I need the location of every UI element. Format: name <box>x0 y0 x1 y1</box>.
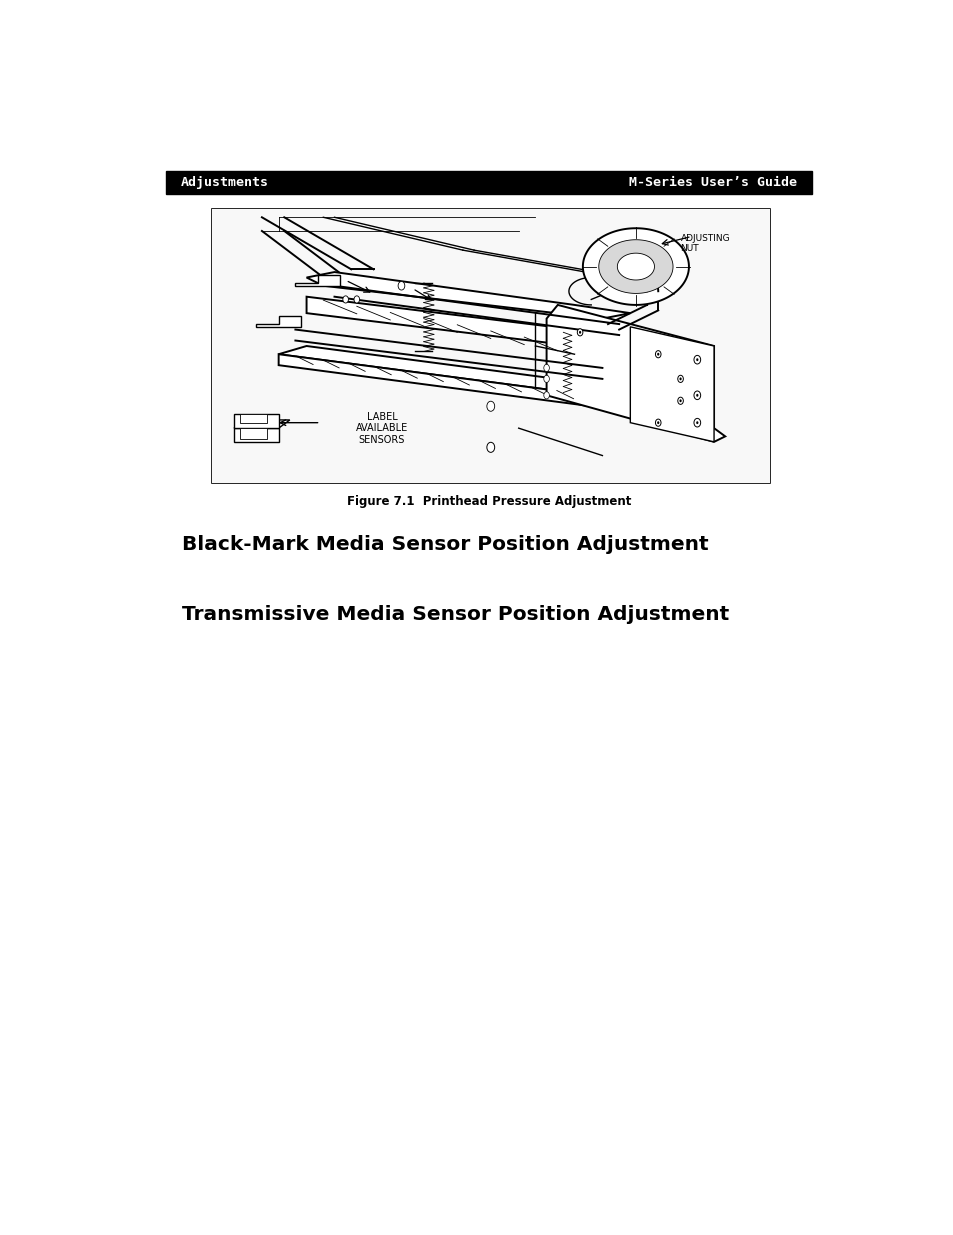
Text: Black-Mark Media Sensor Position Adjustment: Black-Mark Media Sensor Position Adjustm… <box>182 535 708 555</box>
Bar <box>166 170 811 194</box>
Polygon shape <box>617 253 654 280</box>
Circle shape <box>397 282 404 290</box>
Circle shape <box>486 401 495 411</box>
Circle shape <box>693 356 700 364</box>
Circle shape <box>696 394 698 396</box>
Polygon shape <box>278 354 591 406</box>
Circle shape <box>354 296 359 303</box>
Polygon shape <box>239 415 267 422</box>
Text: Transmissive Media Sensor Position Adjustment: Transmissive Media Sensor Position Adjus… <box>182 605 729 624</box>
Text: Figure 7.1  Printhead Pressure Adjustment: Figure 7.1 Printhead Pressure Adjustment <box>346 495 631 509</box>
Circle shape <box>696 358 698 361</box>
Bar <box>212 209 769 483</box>
Polygon shape <box>239 429 267 440</box>
Circle shape <box>486 442 495 452</box>
Text: ADJUSTING
NUT: ADJUSTING NUT <box>679 233 729 253</box>
Polygon shape <box>233 420 290 429</box>
Circle shape <box>543 375 549 383</box>
Polygon shape <box>306 296 574 346</box>
Text: M-Series User’s Guide: M-Series User’s Guide <box>629 175 797 189</box>
Polygon shape <box>278 346 618 395</box>
Polygon shape <box>256 316 300 327</box>
Circle shape <box>677 375 682 383</box>
Polygon shape <box>582 228 688 305</box>
Circle shape <box>655 351 660 358</box>
Polygon shape <box>630 327 713 442</box>
Text: Adjustments: Adjustments <box>180 175 269 189</box>
Circle shape <box>578 331 580 333</box>
Circle shape <box>543 364 549 372</box>
Circle shape <box>577 329 582 336</box>
Circle shape <box>677 398 682 404</box>
Polygon shape <box>233 429 278 442</box>
Circle shape <box>543 391 549 399</box>
Polygon shape <box>598 240 672 294</box>
Polygon shape <box>233 415 278 429</box>
Polygon shape <box>295 275 339 285</box>
Circle shape <box>693 391 700 400</box>
Circle shape <box>655 419 660 426</box>
Circle shape <box>696 421 698 424</box>
Polygon shape <box>546 305 724 442</box>
Circle shape <box>693 419 700 427</box>
Circle shape <box>679 399 681 403</box>
Circle shape <box>679 378 681 380</box>
Circle shape <box>657 421 659 424</box>
Circle shape <box>657 353 659 356</box>
Polygon shape <box>306 272 630 319</box>
Polygon shape <box>212 209 769 483</box>
Text: LABEL
AVAILABLE
SENSORS: LABEL AVAILABLE SENSORS <box>355 411 408 445</box>
Circle shape <box>342 296 348 303</box>
